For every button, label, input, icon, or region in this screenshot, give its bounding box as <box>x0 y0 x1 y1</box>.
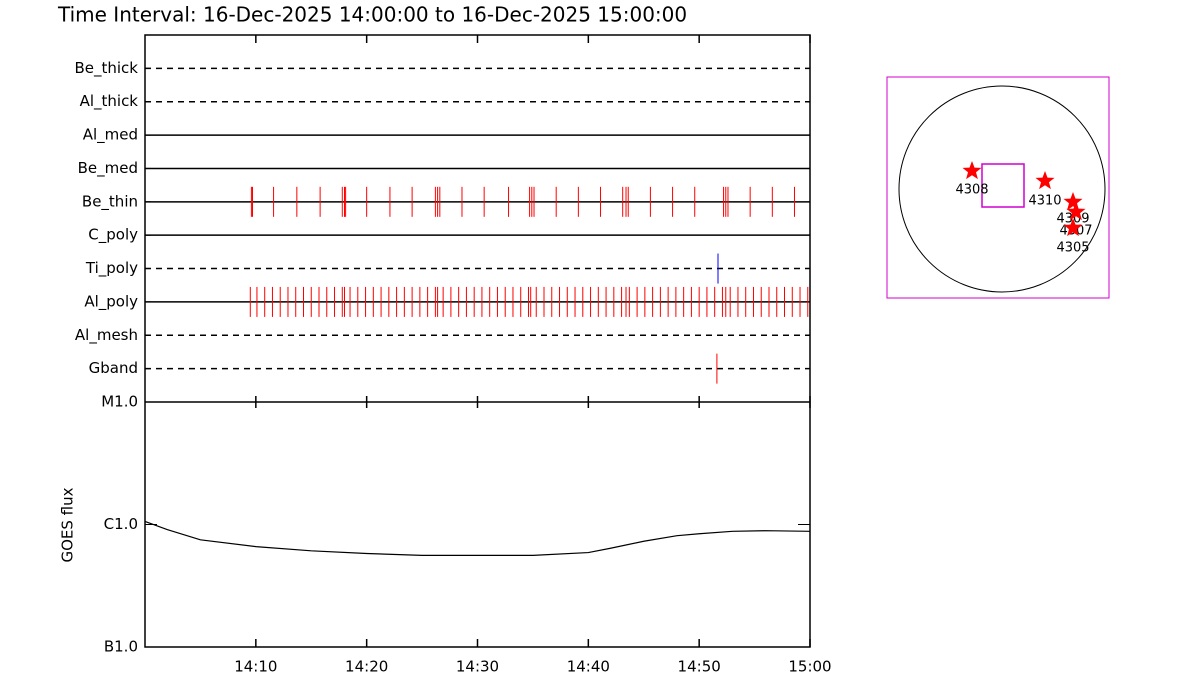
region-star <box>1063 218 1083 237</box>
row-label: C_poly <box>88 226 138 245</box>
fov-box <box>981 163 1025 208</box>
y-tick-label: M1.0 <box>101 393 138 411</box>
x-tick-label: 15:00 <box>788 658 831 676</box>
y-tick-label: C1.0 <box>104 515 138 533</box>
region-star <box>1066 202 1086 221</box>
region-label: 4308 <box>955 183 988 198</box>
region-star <box>962 161 982 180</box>
x-tick-label: 14:40 <box>567 658 610 676</box>
row-label: Gband <box>89 359 138 377</box>
y-tick-label: B1.0 <box>104 638 138 656</box>
row-label: Be_med <box>78 159 138 178</box>
row-label: Be_thin <box>82 192 138 211</box>
solar-limb <box>898 85 1106 293</box>
goes-line <box>144 520 811 556</box>
region-star <box>1063 192 1083 211</box>
x-tick-label: 14:50 <box>678 658 721 676</box>
x-tick-label: 14:10 <box>234 658 277 676</box>
sun-map <box>886 76 1110 299</box>
region-label: 4310 <box>1028 194 1061 209</box>
row-label: Ti_poly <box>85 259 138 278</box>
chart-title: Time Interval: 16-Dec-2025 14:00:00 to 1… <box>57 3 687 27</box>
row-label: Al_thick <box>80 92 139 111</box>
row-label: Al_med <box>83 126 138 145</box>
map-frame <box>886 76 1110 299</box>
row-label: Al_mesh <box>75 326 138 345</box>
x-tick-label: 14:30 <box>456 658 499 676</box>
row-label: Al_poly <box>84 292 138 311</box>
region-label: 4305 <box>1056 241 1089 256</box>
x-tick-label: 14:20 <box>345 658 388 676</box>
row-label: Be_thick <box>74 59 138 78</box>
y-axis-title: GOES flux <box>59 487 77 562</box>
region-star <box>1035 171 1055 190</box>
